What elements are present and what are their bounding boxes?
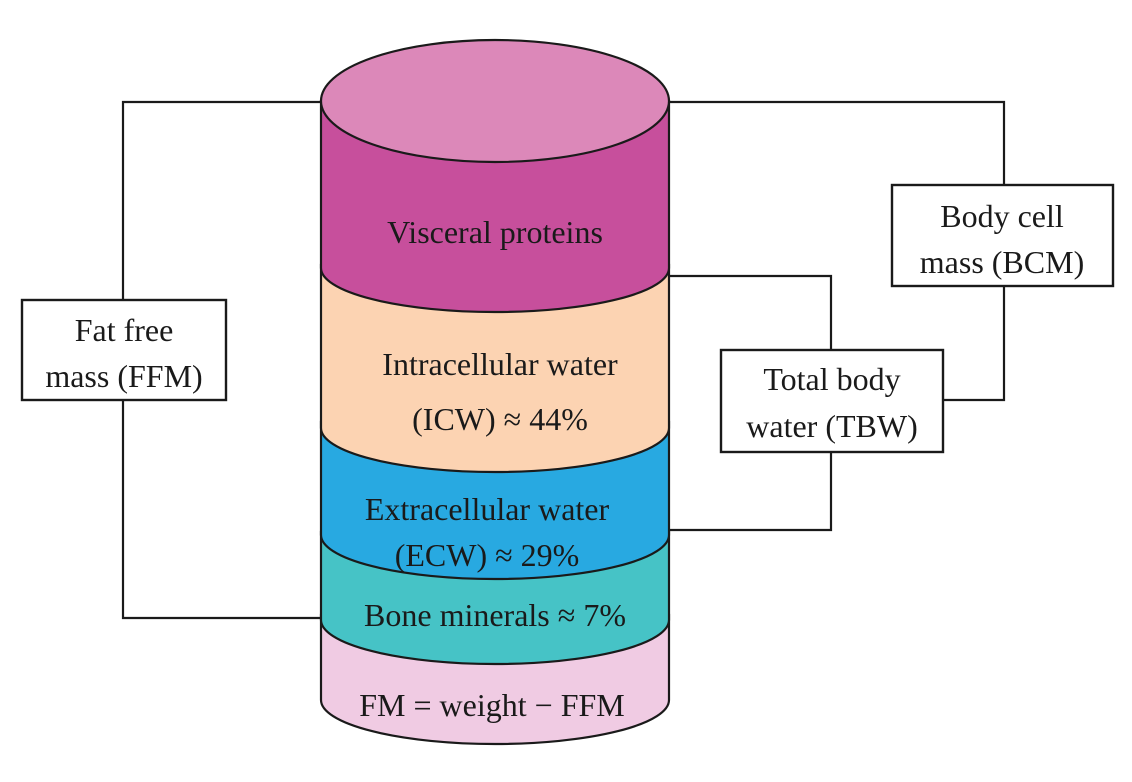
cylinder-top <box>319 38 671 164</box>
fm-label: FM = weight − FFM <box>359 687 624 723</box>
ffm-box-line1: Fat free <box>75 312 174 348</box>
bcm-box: Body cell mass (BCM) <box>890 183 1115 288</box>
tbw-box-line1: Total body <box>763 361 900 397</box>
ecw-label-line1: Extracellular water <box>365 491 610 527</box>
bcm-bracket-bottom <box>943 286 1006 402</box>
bcm-box-line1: Body cell <box>940 198 1064 234</box>
bcm-bracket-top <box>669 100 1006 185</box>
cylinder <box>319 38 671 746</box>
icw-label-line1: Intracellular water <box>382 346 618 382</box>
bcm-box-line2: mass (BCM) <box>920 244 1084 280</box>
ffm-bracket-bottom <box>121 400 321 620</box>
connectors <box>121 100 1006 620</box>
ffm-box-line2: mass (FFM) <box>45 358 202 394</box>
tbw-bracket-bottom <box>669 452 833 532</box>
ffm-bracket-top <box>121 100 321 300</box>
icw-segment <box>319 263 671 474</box>
icw-label-line2: (ICW) ≈ 44% <box>412 401 588 437</box>
tbw-box: Total body water (TBW) <box>719 348 945 454</box>
visceral-label: Visceral proteins <box>387 214 603 250</box>
tbw-bracket-top <box>669 274 833 350</box>
tbw-box-line2: water (TBW) <box>746 408 917 444</box>
ffm-box: Fat free mass (FFM) <box>20 298 228 402</box>
ecw-label-line2: (ECW) ≈ 29% <box>395 537 580 573</box>
bone-label: Bone minerals ≈ 7% <box>364 597 626 633</box>
